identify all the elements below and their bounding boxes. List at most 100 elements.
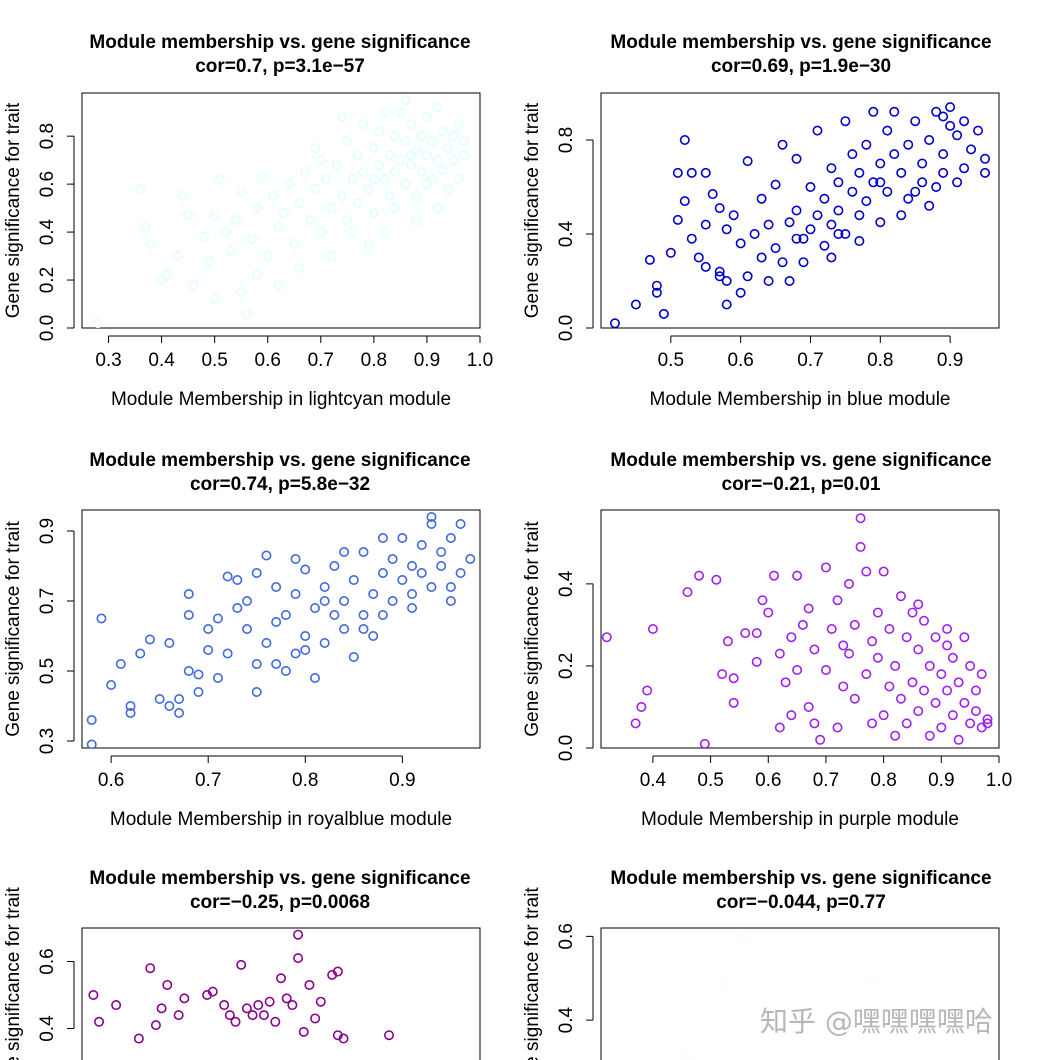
data-point: [339, 623, 350, 634]
data-point: [693, 252, 704, 263]
data-point: [183, 588, 194, 599]
data-point: [162, 979, 173, 990]
data-point: [358, 623, 369, 634]
data-point: [959, 632, 970, 643]
data-point: [443, 143, 454, 154]
data-point: [642, 685, 653, 696]
data-point: [728, 697, 739, 708]
data-point: [679, 196, 690, 207]
data-point: [164, 700, 175, 711]
data-point: [443, 183, 454, 194]
data-point: [411, 215, 422, 226]
plot-frame: [81, 927, 481, 1060]
data-point: [236, 287, 247, 298]
data-point: [849, 619, 860, 630]
data-point: [682, 587, 693, 598]
data-point: [769, 570, 780, 581]
data-point: [742, 156, 753, 167]
data-point: [630, 299, 641, 310]
data-point: [363, 183, 374, 194]
data-point: [714, 266, 725, 277]
y-axis: 0.4 0.6: [37, 948, 75, 1042]
data-point: [96, 613, 107, 624]
data-point: [407, 588, 418, 599]
data-point: [930, 632, 941, 643]
data-point: [903, 193, 914, 204]
data-point: [833, 177, 844, 188]
data-point: [319, 637, 330, 648]
data-point: [271, 616, 282, 627]
data-point: [838, 681, 849, 692]
x-tick-label: 0.7: [797, 350, 823, 371]
data-point: [290, 648, 301, 659]
y-tick-label: 0.6: [37, 948, 58, 974]
y-axis-label: Gene significance for trait: [522, 521, 543, 737]
data-point: [672, 214, 683, 225]
data-point: [379, 227, 390, 238]
watermark: 知乎 @嘿嘿嘿嘿哈: [760, 1005, 993, 1038]
data-point: [959, 697, 970, 708]
data-point: [448, 131, 459, 142]
data-point: [936, 669, 947, 680]
data-point: [193, 686, 204, 697]
data-point: [280, 609, 291, 620]
data-point: [252, 203, 263, 214]
data-point: [735, 287, 746, 298]
data-point: [959, 116, 970, 127]
data-point: [339, 595, 350, 606]
data-point: [421, 179, 432, 190]
chart-title: Module membership vs. gene significance: [89, 868, 470, 889]
panel-3: Module membership vs. gene significance c…: [3, 450, 481, 830]
x-tick-label: 0.7: [813, 770, 839, 791]
data-point: [432, 155, 443, 166]
data-point: [310, 143, 321, 154]
data-point: [780, 677, 791, 688]
data-point: [436, 560, 447, 571]
data-point: [315, 227, 326, 238]
data-point: [459, 135, 470, 146]
panel-1: Module membership vs. gene significance c…: [3, 32, 493, 410]
data-point: [154, 693, 165, 704]
data-point: [300, 644, 311, 655]
data-point: [774, 722, 785, 733]
data-point: [300, 630, 311, 641]
data-point: [88, 989, 99, 1000]
y-tick-label: 0.4: [556, 220, 577, 247]
data-point: [938, 167, 949, 178]
y-tick-label: 0.8: [556, 127, 577, 153]
data-point: [271, 658, 282, 669]
x-axis: 0.3 0.4 0.5 0.6 0.7 0.8 0.9 1.0: [95, 335, 493, 371]
data-point: [919, 685, 930, 696]
x-tick-label: 0.6: [755, 770, 781, 791]
data-point: [791, 233, 802, 244]
data-point: [337, 191, 348, 202]
data-point: [251, 658, 262, 669]
x-tick-label: 0.4: [148, 350, 175, 371]
data-point: [207, 986, 218, 997]
data-point: [352, 198, 363, 209]
data-point: [173, 1010, 184, 1021]
data-point: [601, 632, 612, 643]
data-point: [358, 119, 369, 130]
data-point: [290, 588, 301, 599]
data-point: [803, 701, 814, 712]
data-point: [465, 553, 476, 564]
data-point: [809, 644, 820, 655]
data-point: [658, 308, 669, 319]
data-point: [135, 648, 146, 659]
data-point: [140, 222, 151, 233]
data-point: [844, 578, 855, 589]
data-point: [844, 648, 855, 659]
data-point: [686, 167, 697, 178]
data-point: [714, 271, 725, 282]
data-point: [293, 929, 304, 940]
data-point: [735, 238, 746, 249]
x-tick-label: 0.8: [292, 770, 318, 791]
x-tick-label: 0.6: [255, 350, 281, 371]
data-point: [945, 120, 956, 131]
chart-subtitle: cor=0.69, p=1.9e−30: [711, 56, 891, 77]
data-point: [679, 135, 690, 146]
data-point: [890, 660, 901, 671]
data-point: [406, 150, 417, 161]
points: [92, 95, 470, 328]
